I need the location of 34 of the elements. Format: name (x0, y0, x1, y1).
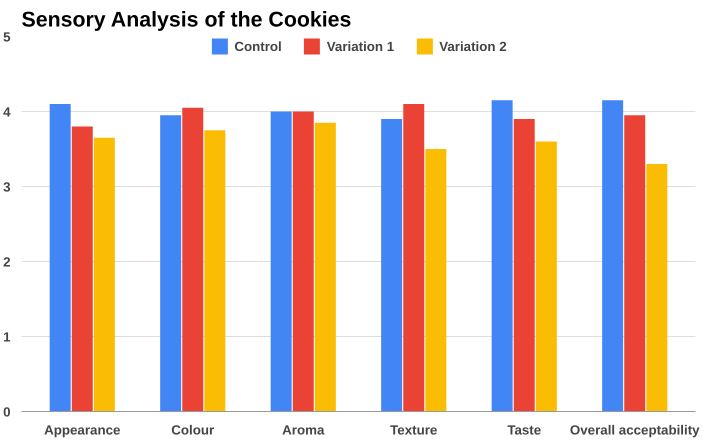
x-tick-label: Taste (507, 422, 542, 438)
bar (492, 100, 513, 412)
legend-label: Variation 1 (326, 38, 394, 54)
x-tick-label: Colour (171, 422, 214, 438)
x-tick-label: Overall acceptability (570, 422, 700, 438)
bar (72, 126, 93, 412)
y-tick-label: 3 (3, 180, 11, 194)
x-tick-label: Appearance (44, 422, 120, 438)
bar (50, 104, 71, 412)
bar (94, 138, 115, 412)
bar (646, 164, 668, 412)
bar (602, 100, 624, 412)
bar (204, 130, 226, 412)
x-tick-label: Texture (390, 422, 438, 438)
y-tick-label: 2 (3, 254, 11, 270)
bar (292, 112, 314, 412)
legend-label: Control (234, 38, 282, 54)
bar (425, 149, 446, 412)
y-tick-label: 5 (3, 30, 12, 44)
y-tick-label: 4 (3, 104, 12, 120)
bar (381, 119, 402, 412)
bar (314, 122, 336, 412)
y-tick-label: 0 (3, 404, 11, 420)
x-tick-label: Aroma (282, 422, 325, 438)
bar (514, 119, 535, 412)
bar (536, 142, 557, 412)
bar (403, 104, 424, 412)
bar (182, 108, 204, 412)
chart-title: Sensory Analysis of the Cookies (22, 8, 352, 32)
legend-label: Variation 2 (439, 38, 507, 54)
bar (624, 115, 646, 412)
bar (270, 112, 292, 412)
y-tick-label: 1 (3, 330, 12, 344)
bar (160, 115, 182, 412)
